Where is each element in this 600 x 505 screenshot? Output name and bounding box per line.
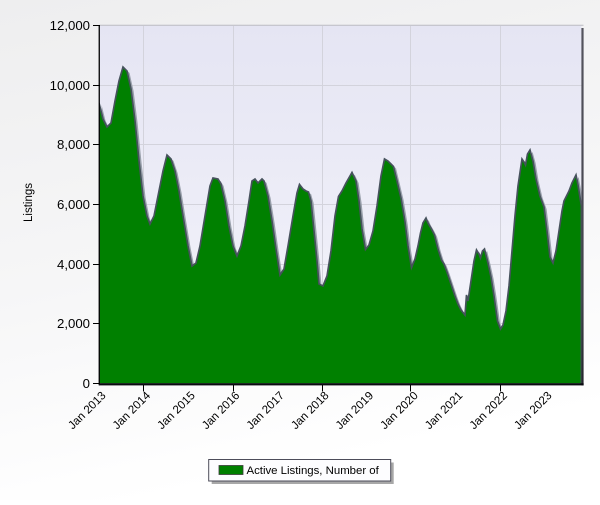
svg-text:10,000: 10,000 xyxy=(50,78,90,93)
svg-text:Active Listings, Number of: Active Listings, Number of xyxy=(247,465,380,477)
svg-text:12,000: 12,000 xyxy=(50,18,90,33)
svg-text:Listings: Listings xyxy=(23,183,35,222)
svg-text:8,000: 8,000 xyxy=(57,137,90,152)
svg-text:0: 0 xyxy=(83,376,90,391)
svg-text:6,000: 6,000 xyxy=(57,197,90,212)
svg-text:2,000: 2,000 xyxy=(57,316,90,331)
svg-text:4,000: 4,000 xyxy=(57,257,90,272)
